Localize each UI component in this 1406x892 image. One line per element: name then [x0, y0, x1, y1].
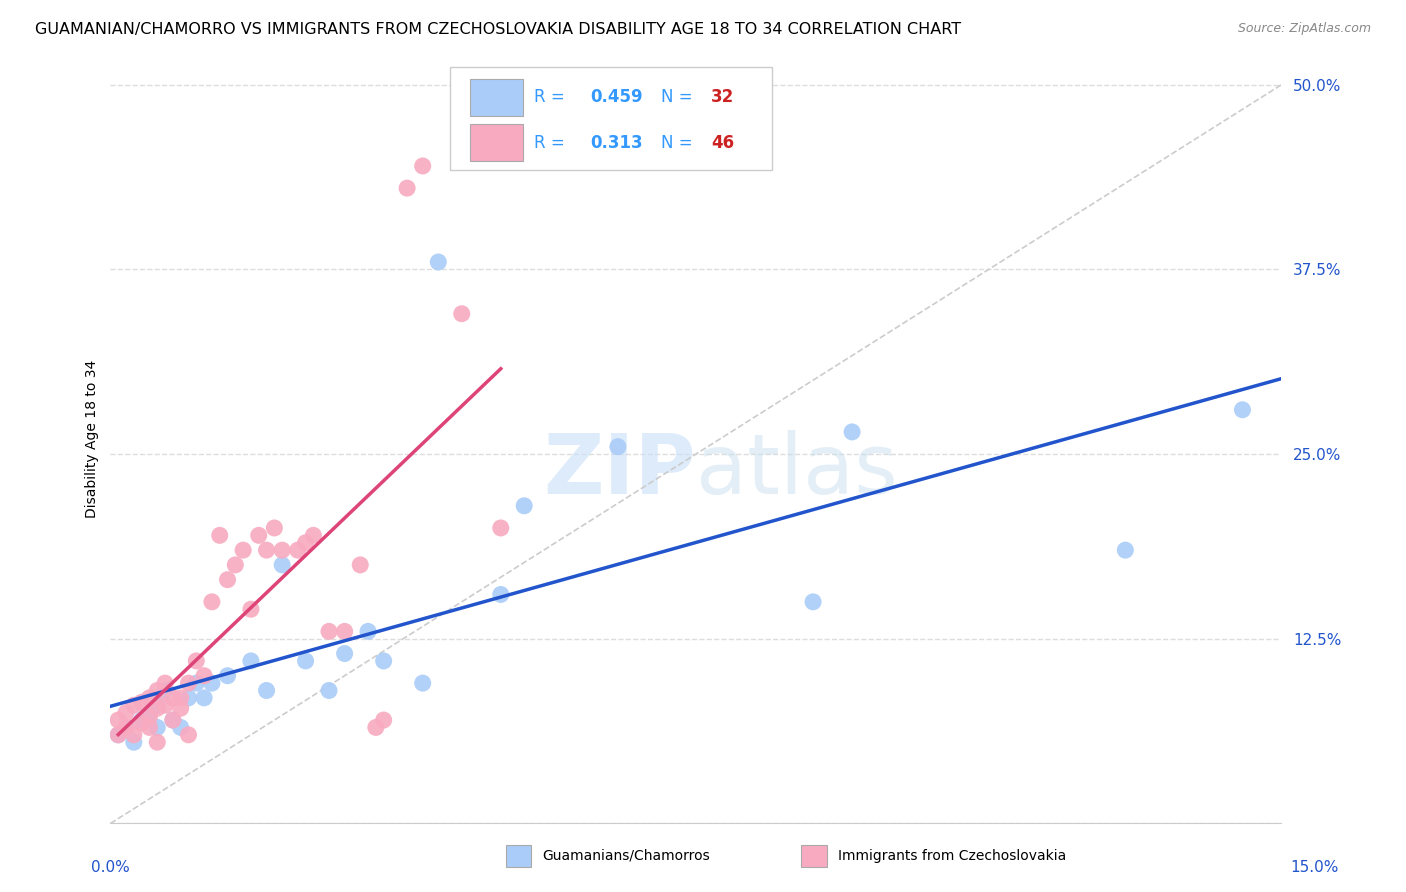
Point [146, 735, 169, 749]
Point [841, 425, 863, 439]
Point [287, 543, 309, 558]
Point [153, 683, 176, 698]
Text: 0.459: 0.459 [591, 88, 643, 106]
Text: 32: 32 [711, 88, 734, 106]
Point [489, 521, 512, 535]
FancyBboxPatch shape [470, 124, 523, 161]
Point [247, 528, 270, 542]
Point [1232, 402, 1254, 417]
Point [412, 159, 434, 173]
Point [177, 676, 200, 690]
Point [177, 728, 200, 742]
Text: 0.0%: 0.0% [91, 860, 131, 874]
Point [138, 706, 160, 720]
Point [318, 624, 340, 639]
Point [153, 676, 176, 690]
Point [146, 698, 169, 713]
Point [349, 558, 371, 572]
Text: 15.0%: 15.0% [1291, 860, 1339, 874]
Point [373, 654, 395, 668]
Point [256, 543, 278, 558]
Point [224, 558, 246, 572]
Point [271, 543, 294, 558]
Point [162, 713, 184, 727]
Point [333, 647, 356, 661]
Point [153, 698, 176, 713]
Point [271, 558, 294, 572]
Point [107, 728, 129, 742]
Point [146, 683, 169, 698]
Point [138, 690, 160, 705]
Point [232, 543, 254, 558]
Point [122, 728, 145, 742]
Point [1114, 543, 1136, 558]
Point [138, 721, 160, 735]
Point [412, 676, 434, 690]
Point [177, 690, 200, 705]
Point [239, 602, 262, 616]
Point [162, 690, 184, 705]
Point [450, 307, 472, 321]
Point [122, 735, 145, 749]
Point [294, 654, 316, 668]
Point [201, 595, 224, 609]
Text: atlas: atlas [696, 430, 897, 510]
Point [107, 728, 129, 742]
Point [318, 683, 340, 698]
Point [606, 440, 628, 454]
Point [131, 716, 153, 731]
Text: Guamanians/Chamorros: Guamanians/Chamorros [543, 849, 710, 863]
Point [302, 528, 325, 542]
Point [256, 683, 278, 698]
Point [357, 624, 380, 639]
Point [186, 654, 208, 668]
Point [131, 695, 153, 709]
Text: R =: R = [534, 134, 571, 152]
Point [513, 499, 536, 513]
Point [186, 676, 208, 690]
Point [115, 706, 138, 720]
Point [122, 698, 145, 713]
Text: ZIP: ZIP [544, 430, 696, 510]
Point [489, 587, 512, 601]
Point [131, 713, 153, 727]
Text: N =: N = [661, 134, 697, 152]
Text: 46: 46 [711, 134, 734, 152]
Point [193, 690, 215, 705]
Point [146, 701, 169, 715]
Point [107, 713, 129, 727]
Point [146, 721, 169, 735]
Text: GUAMANIAN/CHAMORRO VS IMMIGRANTS FROM CZECHOSLOVAKIA DISABILITY AGE 18 TO 34 COR: GUAMANIAN/CHAMORRO VS IMMIGRANTS FROM CZ… [35, 22, 962, 37]
Point [364, 721, 387, 735]
Point [208, 528, 231, 542]
Point [162, 713, 184, 727]
Point [138, 710, 160, 724]
Y-axis label: Disability Age 18 to 34: Disability Age 18 to 34 [86, 360, 100, 518]
FancyBboxPatch shape [450, 67, 772, 170]
Text: N =: N = [661, 88, 697, 106]
Point [801, 595, 824, 609]
Point [170, 690, 193, 705]
Text: R =: R = [534, 88, 571, 106]
Point [115, 721, 138, 735]
FancyBboxPatch shape [470, 79, 523, 116]
Point [333, 624, 356, 639]
Point [217, 669, 239, 683]
Point [201, 676, 224, 690]
Point [217, 573, 239, 587]
Text: 0.313: 0.313 [591, 134, 643, 152]
Point [115, 721, 138, 735]
Point [396, 181, 419, 195]
Point [170, 721, 193, 735]
Point [239, 654, 262, 668]
Point [170, 701, 193, 715]
Point [373, 713, 395, 727]
Point [193, 669, 215, 683]
Text: Immigrants from Czechoslovakia: Immigrants from Czechoslovakia [838, 849, 1066, 863]
Text: Source: ZipAtlas.com: Source: ZipAtlas.com [1237, 22, 1371, 36]
Point [263, 521, 285, 535]
Point [427, 255, 450, 269]
Point [294, 535, 316, 549]
